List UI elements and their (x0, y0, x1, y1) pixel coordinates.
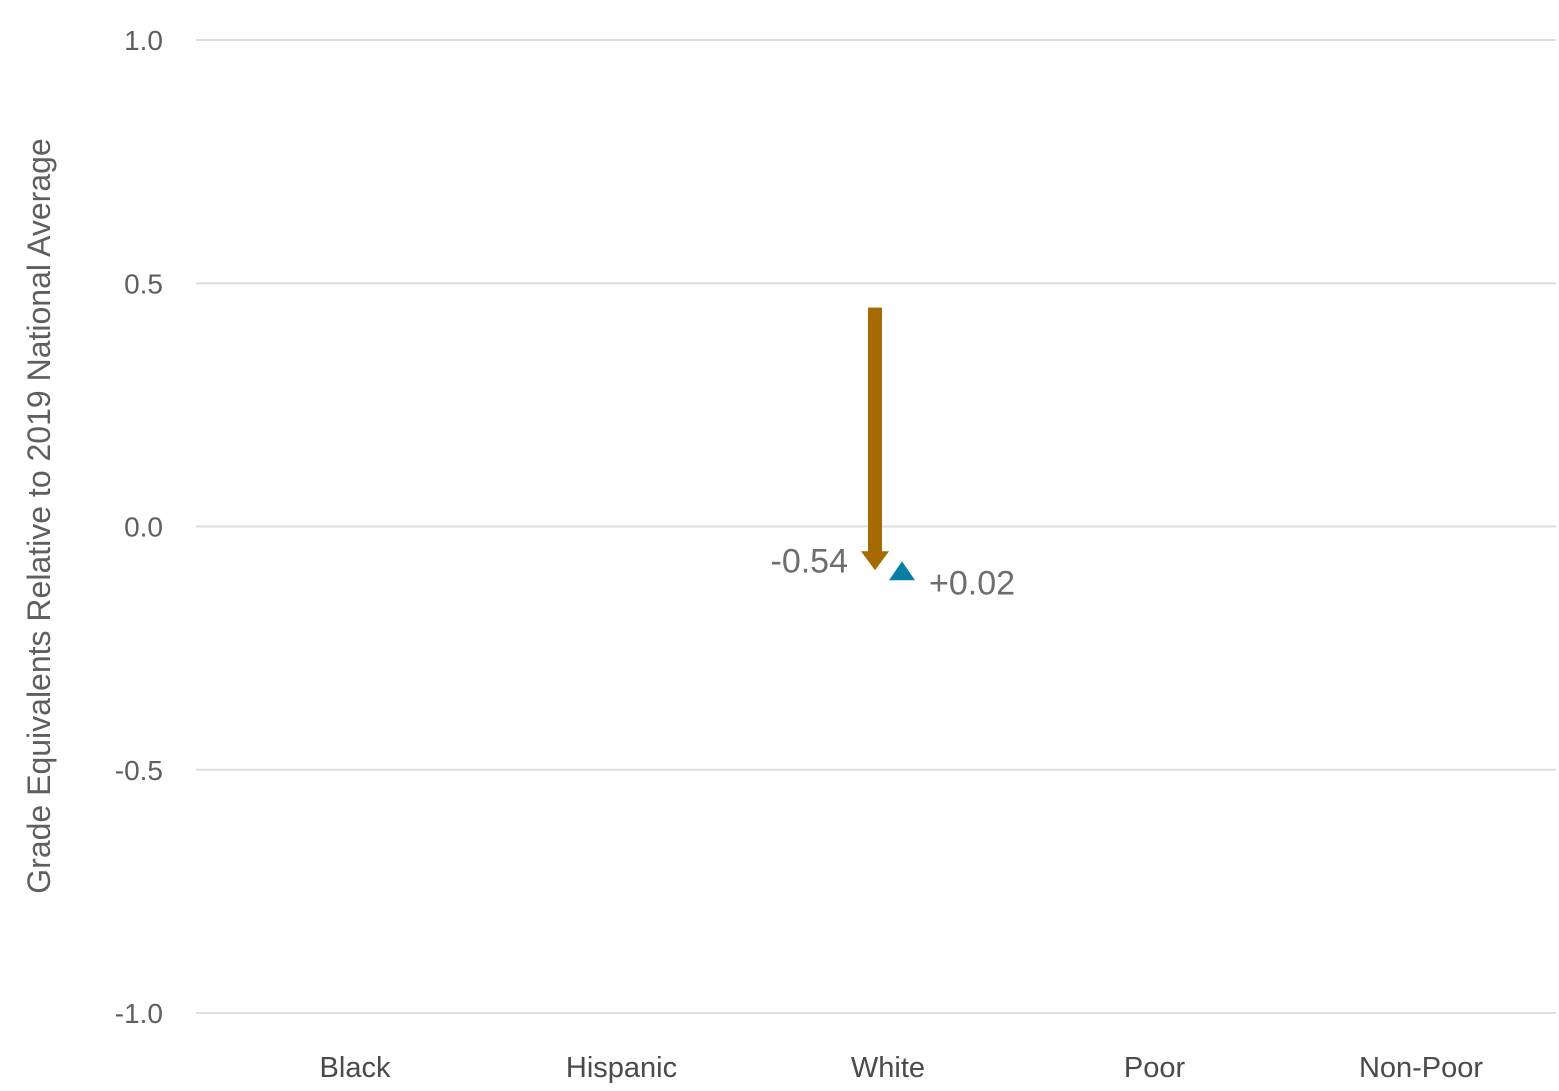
recovery-marker (889, 561, 915, 581)
category-label: Non-Poor (1359, 1052, 1483, 1084)
y-tick-label: 0.5 (124, 268, 163, 299)
category-label: Black (320, 1052, 391, 1084)
y-tick-label: 0.0 (124, 512, 163, 543)
y-tick-labels: 1.0 0.5 0.0 -0.5 -1.0 (115, 25, 163, 1029)
y-tick-label: -0.5 (115, 755, 163, 786)
y-tick-label: 1.0 (124, 25, 163, 56)
y-axis-title: Grade Equivalents Relative to 2019 Natio… (21, 138, 57, 893)
data-marks: -0.54 +0.02 (771, 307, 1015, 602)
decline-arrow-head (861, 551, 889, 571)
decline-change-label: -0.54 (771, 542, 849, 580)
category-label: Hispanic (566, 1052, 677, 1084)
decline-arrow-shaft (868, 307, 882, 553)
y-tick-label: -1.0 (115, 998, 163, 1029)
category-label: Poor (1124, 1052, 1186, 1084)
category-label: White (851, 1052, 925, 1084)
recovery-change-label: +0.02 (929, 564, 1015, 602)
category-labels: Black Hispanic White Poor Non-Poor (320, 1052, 1484, 1084)
